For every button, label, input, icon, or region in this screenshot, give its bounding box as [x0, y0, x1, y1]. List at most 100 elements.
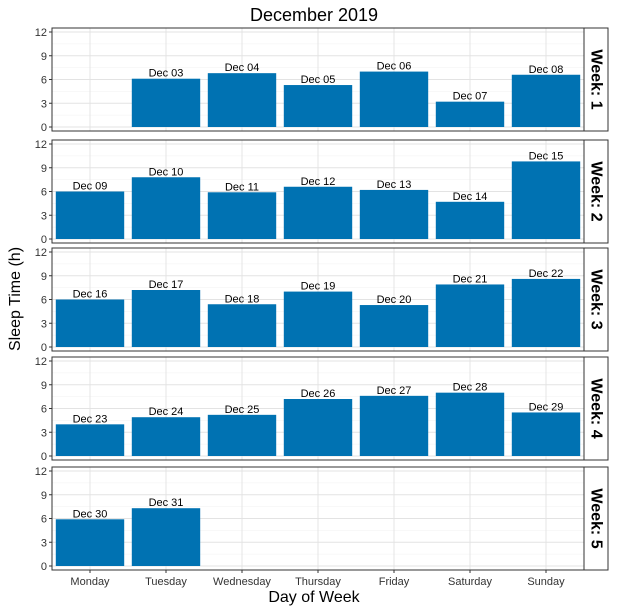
y-tick-label: 12: [35, 247, 47, 259]
y-axis-title: Sleep Time (h): [7, 247, 24, 351]
bar-data-label: Dec 24: [149, 406, 184, 418]
y-tick-label: 0: [41, 561, 47, 573]
bar: [435, 284, 505, 347]
bar: [283, 399, 353, 456]
facet-strip: [583, 466, 609, 571]
bar-data-label: Dec 26: [301, 388, 336, 400]
facet-strip-label: Week: 5: [588, 488, 605, 548]
bar-data-label: Dec 31: [149, 497, 184, 509]
bar-data-label: Dec 13: [377, 179, 412, 191]
bar-data-label: Dec 18: [225, 293, 260, 305]
x-tick-label: Monday: [70, 576, 110, 588]
facet-strip: [583, 27, 609, 132]
bar-data-label: Dec 23: [73, 413, 108, 425]
y-tick-label: 12: [35, 139, 47, 151]
facet-panel: Dec 09 Dec 10 Dec 11 Dec 12 Dec 13 Dec 14 Dec …: [35, 139, 609, 246]
y-tick-label: 3: [41, 98, 47, 110]
facet-panel: Dec 03 Dec 04 Dec 05 Dec 06 Dec 07 Dec 08 0 3 6 9…: [35, 27, 609, 134]
bar: [55, 299, 125, 347]
bar: [207, 414, 277, 456]
facet-panel: Dec 16 Dec 17 Dec 18 Dec 19 Dec 20 Dec 21 Dec …: [35, 247, 609, 354]
bar: [511, 74, 581, 127]
bar-data-label: Dec 09: [73, 181, 108, 193]
x-axis-title: Day of Week: [268, 589, 360, 606]
x-tick-label: Wednesday: [213, 576, 271, 588]
bar: [511, 278, 581, 347]
x-axis: Monday Tuesday Wednesday Thursday Friday Satu…: [70, 570, 565, 588]
x-tick-label: Saturday: [448, 576, 493, 588]
bar-data-label: Dec 06: [377, 61, 412, 73]
bar-data-label: Dec 12: [301, 176, 336, 188]
bar: [131, 290, 201, 347]
bar-data-label: Dec 29: [529, 401, 564, 413]
bar-data-label: Dec 17: [149, 279, 184, 291]
bar-data-label: Dec 05: [301, 74, 336, 86]
y-tick-label: 3: [41, 210, 47, 222]
y-tick-label: 9: [41, 51, 47, 63]
facet-strip-label: Week: 3: [588, 269, 605, 329]
bar: [511, 412, 581, 456]
bar: [359, 395, 429, 456]
bar: [55, 519, 125, 566]
y-tick-label: 6: [41, 187, 47, 199]
bar-data-label: Dec 27: [377, 385, 412, 397]
facet-panel: Dec 23 Dec 24 Dec 25 Dec 26 Dec 27 Dec 28 Dec …: [35, 356, 609, 463]
bar: [511, 161, 581, 239]
bar: [55, 424, 125, 456]
facet-strip-label: Week: 2: [588, 161, 605, 221]
bar-data-label: Dec 30: [73, 508, 108, 520]
bar: [435, 201, 505, 239]
bar: [359, 305, 429, 347]
facet-panel: Dec 30 Dec 31 0 3 6 9 12 Week: 5: [35, 466, 609, 573]
x-tick-label: Thursday: [295, 576, 341, 588]
y-tick-label: 6: [41, 514, 47, 526]
x-tick-label: Tuesday: [145, 576, 187, 588]
bar-data-label: Dec 19: [301, 281, 336, 293]
bar: [55, 191, 125, 239]
x-tick-label: Sunday: [527, 576, 565, 588]
y-tick-label: 3: [41, 318, 47, 330]
bar: [131, 177, 201, 239]
bar-data-label: Dec 10: [149, 166, 184, 178]
bar-data-label: Dec 03: [149, 68, 184, 80]
y-tick-label: 9: [41, 490, 47, 502]
bar-data-label: Dec 07: [453, 91, 488, 103]
bar-data-label: Dec 28: [453, 382, 488, 394]
y-tick-label: 0: [41, 234, 47, 246]
facet-strip-label: Week: 4: [588, 378, 605, 438]
y-tick-label: 6: [41, 295, 47, 307]
x-tick-label: Friday: [379, 576, 410, 588]
bar-data-label: Dec 25: [225, 404, 260, 416]
bar-data-label: Dec 20: [377, 294, 412, 306]
bar: [131, 78, 201, 127]
facet-strip: [583, 356, 609, 461]
y-tick-label: 12: [35, 356, 47, 368]
y-tick-label: 0: [41, 122, 47, 134]
bar-data-label: Dec 11: [225, 181, 259, 193]
chart-title: December 2019: [250, 5, 378, 25]
bar-data-label: Dec 16: [73, 289, 108, 301]
y-tick-label: 9: [41, 271, 47, 283]
y-tick-label: 0: [41, 451, 47, 463]
bar: [359, 71, 429, 127]
y-tick-label: 9: [41, 163, 47, 175]
facet-strip: [583, 139, 609, 244]
bar: [131, 417, 201, 456]
bar: [207, 192, 277, 239]
y-tick-label: 6: [41, 404, 47, 416]
bar: [207, 304, 277, 347]
y-tick-label: 3: [41, 427, 47, 439]
facet-panels: Dec 03 Dec 04 Dec 05 Dec 06 Dec 07 Dec 08 0 3 6 9…: [35, 27, 609, 573]
bar: [435, 101, 505, 127]
bar-data-label: Dec 14: [453, 191, 488, 203]
bar: [131, 508, 201, 566]
bar: [435, 392, 505, 456]
bar-data-label: Dec 08: [529, 64, 564, 76]
facet-strip-label: Week: 1: [588, 49, 605, 109]
y-tick-label: 12: [35, 466, 47, 478]
bar: [283, 291, 353, 347]
facet-strip: [583, 247, 609, 352]
bar: [359, 189, 429, 239]
